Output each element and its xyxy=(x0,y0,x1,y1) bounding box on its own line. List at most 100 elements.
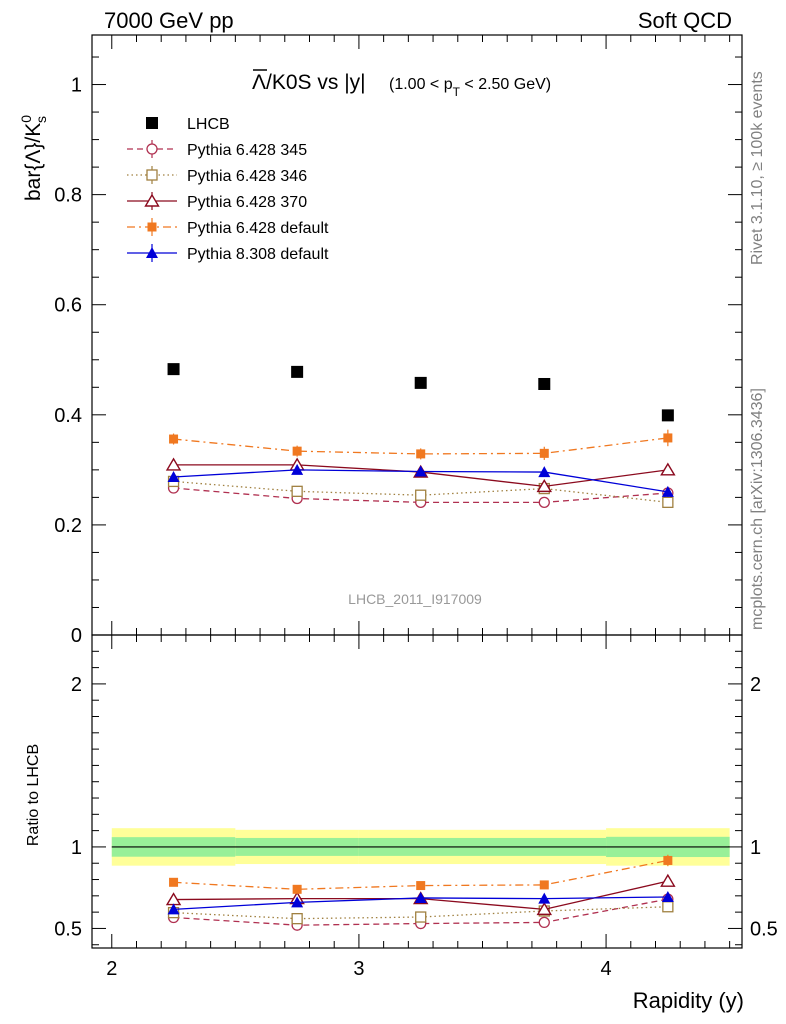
chart-title: Λ/K0S vs |y| (1.00 < pT < 2.50 GeV) xyxy=(252,69,551,99)
series-line-p345 xyxy=(173,898,668,926)
y-axis-label-ratio: Ratio to LHCB xyxy=(25,744,42,846)
data-point xyxy=(416,881,426,891)
data-point xyxy=(414,891,427,903)
series-p8def xyxy=(167,890,674,915)
y-tick-label-right: 1 xyxy=(750,837,761,859)
data-point xyxy=(660,462,676,476)
title-sub-T: T xyxy=(453,85,461,99)
legend-label: LHCB xyxy=(187,116,230,133)
data-point xyxy=(414,465,427,477)
y-label-sub: s xyxy=(33,116,49,123)
y-tick-label: 0 xyxy=(71,625,82,647)
header-right: Soft QCD xyxy=(638,8,732,33)
title-sub-end: < 2.50 GeV) xyxy=(460,76,551,93)
legend-marker xyxy=(146,117,158,129)
data-point xyxy=(539,448,549,458)
ratio-frame xyxy=(91,634,743,949)
data-point xyxy=(536,479,553,493)
data-point xyxy=(291,463,304,475)
legend-entry: Pythia 8.308 default xyxy=(127,244,329,263)
y-tick-label: 0.8 xyxy=(54,185,82,207)
data-point xyxy=(291,365,304,378)
legend-label: Pythia 6.428 370 xyxy=(187,194,307,211)
data-point xyxy=(291,485,303,497)
legend-label: Pythia 6.428 345 xyxy=(187,142,307,159)
data-point xyxy=(415,911,427,923)
legend-marker xyxy=(146,143,158,155)
data-point xyxy=(165,457,182,471)
y-tick-label: 2 xyxy=(71,674,82,696)
x-axis-label: Rapidity (y) xyxy=(633,988,744,1013)
legend-entry: Pythia 6.428 default xyxy=(127,218,329,237)
data-point xyxy=(169,434,179,444)
data-point xyxy=(661,409,674,422)
data-point xyxy=(660,873,676,887)
series-p8def xyxy=(167,463,674,497)
side-text-top: Rivet 3.1.10, ≥ 100k events xyxy=(749,71,766,265)
title-main: Λ/K0S vs |y| xyxy=(252,71,366,94)
legend-marker xyxy=(146,247,158,258)
series-line-p345 xyxy=(173,487,668,503)
data-point xyxy=(538,916,550,929)
ratio-panel: 0.5 0.5 1 1 2 2 2 3 4 xyxy=(54,634,778,980)
legend-entry: Pythia 6.428 370 xyxy=(127,192,307,211)
x-tick-label: 3 xyxy=(353,958,364,980)
data-point xyxy=(292,446,302,456)
y-tick-label: 0.2 xyxy=(54,515,82,537)
watermark: LHCB_2011_I917009 xyxy=(348,591,482,607)
title-rest: /K0S vs |y| xyxy=(266,71,366,94)
x-tick-label: 4 xyxy=(601,958,612,980)
data-point xyxy=(538,377,551,390)
data-point xyxy=(661,890,674,902)
y-tick-label: 0.4 xyxy=(54,405,82,427)
data-point xyxy=(291,896,304,908)
series-p6def xyxy=(169,429,673,460)
y-tick-label: 1 xyxy=(71,837,82,859)
data-point xyxy=(663,433,673,443)
side-text-bottom: mcplots.cern.ch [arXiv:1306.3436] xyxy=(749,388,766,630)
data-point xyxy=(167,471,180,483)
legend-marker xyxy=(146,169,158,181)
data-point xyxy=(167,903,180,915)
legend-label: Pythia 6.428 346 xyxy=(187,168,307,185)
data-point xyxy=(538,892,551,904)
data-point xyxy=(169,877,179,887)
series-p6def xyxy=(169,854,673,894)
data-point xyxy=(167,363,180,376)
legend-label: Pythia 6.428 default xyxy=(187,220,329,237)
legend-entry: Pythia 6.428 345 xyxy=(127,140,307,159)
main-panel: 0 0.2 0.4 0.6 0.8 1 xyxy=(54,34,743,647)
data-point xyxy=(536,901,553,916)
legend-entry: Pythia 6.428 346 xyxy=(127,166,307,185)
legend-marker xyxy=(144,193,160,207)
series-line-p346 xyxy=(173,906,668,920)
data-point xyxy=(416,449,426,459)
y-axis-label-main-text: bar{Λ}/K0s xyxy=(18,115,49,201)
data-point xyxy=(292,884,302,894)
title-lambda: Λ xyxy=(252,71,266,94)
data-point xyxy=(414,376,427,389)
y-tick-label-right: 0.5 xyxy=(750,918,778,940)
title-sub-start: (1.00 < p xyxy=(389,76,453,93)
x-tick-label: 2 xyxy=(106,958,117,980)
y-tick-label-right: 2 xyxy=(750,674,761,696)
legend: LHCB Pythia 6.428 345 Pythia 6.428 346 Pyth… xyxy=(127,116,329,263)
data-point xyxy=(538,466,551,478)
data-point xyxy=(662,496,674,508)
title-sub: (1.00 < pT < 2.50 GeV) xyxy=(389,76,551,99)
y-label-base: bar{Λ}/K xyxy=(22,123,45,201)
data-point xyxy=(662,901,674,913)
y-tick-label: 0.5 xyxy=(54,918,82,940)
y-axis-label-main: bar{Λ}/K0s xyxy=(18,115,49,201)
data-point xyxy=(291,913,303,925)
y-tick-label: 1 xyxy=(71,75,82,97)
series-lhcb xyxy=(167,363,674,422)
data-point xyxy=(661,485,674,497)
data-point xyxy=(538,496,550,508)
legend-marker xyxy=(147,222,157,232)
legend-entry: LHCB xyxy=(146,116,230,133)
legend-label: Pythia 8.308 default xyxy=(187,246,329,263)
y-tick-label: 0.6 xyxy=(54,295,82,317)
header-left: 7000 GeV pp xyxy=(104,8,234,33)
